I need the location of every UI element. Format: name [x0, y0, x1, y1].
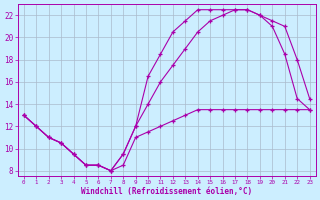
X-axis label: Windchill (Refroidissement éolien,°C): Windchill (Refroidissement éolien,°C): [81, 187, 252, 196]
